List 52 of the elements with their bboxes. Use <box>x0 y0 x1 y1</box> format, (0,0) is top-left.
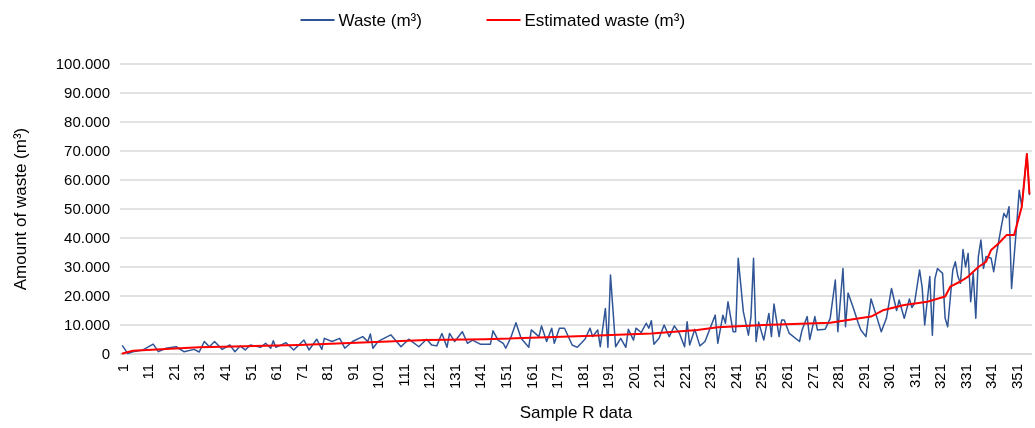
x-tick-label: 161 <box>522 364 540 390</box>
x-tick-label: 241 <box>726 364 744 390</box>
y-tick-label: 20.000 <box>64 287 110 305</box>
y-tick-label: 90.000 <box>64 84 110 102</box>
x-tick-label: 11 <box>139 364 157 380</box>
x-tick-label: 181 <box>573 364 591 390</box>
x-tick-label: 131 <box>445 364 463 390</box>
x-tick-label: 171 <box>548 364 566 390</box>
x-tick-label: 51 <box>241 364 259 381</box>
x-tick-label: 351 <box>1007 364 1025 390</box>
x-tick-label: 141 <box>471 364 489 390</box>
y-tick-label: 60.000 <box>64 171 110 189</box>
x-tick-label: 291 <box>854 364 872 390</box>
x-tick-label: 201 <box>624 364 642 390</box>
x-tick-label: 191 <box>599 364 617 390</box>
y-axis-title: Amount of waste (m³) <box>11 127 30 291</box>
x-tick-label: 311 <box>905 364 923 388</box>
x-tick-label: 81 <box>318 364 336 381</box>
x-tick-label: 61 <box>267 364 285 381</box>
x-tick-label: 111 <box>394 364 412 387</box>
x-tick-label: 221 <box>675 364 693 390</box>
line-series <box>121 153 1031 355</box>
y-tick-label: 70.000 <box>64 142 110 160</box>
y-tick-label: 10.000 <box>64 316 110 334</box>
legend-label: Waste (m³) <box>338 10 422 30</box>
x-tick-label: 261 <box>778 364 796 390</box>
x-tick-label: 21 <box>164 364 182 381</box>
x-tick-label: 321 <box>931 364 949 390</box>
x-tick-label: 1 <box>113 364 131 373</box>
x-tick-label: 231 <box>701 364 719 390</box>
x-tick-label: 91 <box>343 364 361 381</box>
x-tick-label: 301 <box>880 364 898 390</box>
x-tick-label: 121 <box>420 364 438 390</box>
y-tick-label: 30.000 <box>64 258 110 276</box>
x-axis-title: Sample R data <box>519 403 633 422</box>
x-tick-label: 271 <box>803 364 821 390</box>
x-tick-label: 251 <box>752 364 770 390</box>
legend-label: Estimated waste (m³) <box>524 10 686 30</box>
x-tick-label: 71 <box>292 364 310 381</box>
x-tick-label: 101 <box>369 364 387 390</box>
x-tick-label: 341 <box>982 364 1000 390</box>
y-tick-label: 80.000 <box>64 113 110 131</box>
y-tick-label: 0 <box>101 345 110 363</box>
x-tick-label: 281 <box>829 364 847 390</box>
x-tick-label: 31 <box>190 364 208 381</box>
y-tick-label: 40.000 <box>64 229 110 247</box>
x-tick-label: 211 <box>650 364 668 388</box>
x-tick-label: 331 <box>956 364 974 390</box>
x-tick-label: 41 <box>215 364 233 381</box>
y-tick-label: 50.000 <box>64 200 110 218</box>
x-tick-label: 151 <box>497 364 514 390</box>
y-tick-label: 100.000 <box>55 55 110 73</box>
